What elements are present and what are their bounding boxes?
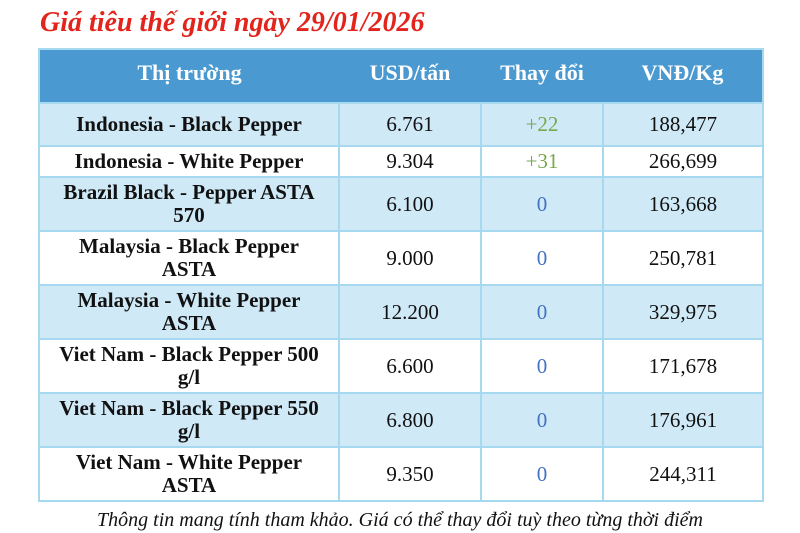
column-header-vnd: VNĐ/Kg [603, 49, 763, 103]
market-cell: Malaysia - White Pepper ASTA [38, 284, 340, 340]
table-row: Viet Nam - Black Pepper 550 g/l 6.800 0 176… [38, 392, 764, 448]
vnd-cell: 188,477 [602, 102, 764, 147]
market-cell: Brazil Black - Pepper ASTA 570 [38, 176, 340, 232]
usd-cell: 9.000 [338, 230, 482, 286]
market-cell: Viet Nam - Black Pepper 500 g/l [38, 338, 340, 394]
table-row: Viet Nam - White Pepper ASTA 9.350 0 244,31… [38, 446, 764, 502]
table-row: Malaysia - White Pepper ASTA 12.200 0 329,9… [38, 284, 764, 340]
vnd-cell: 163,668 [602, 176, 764, 232]
header-row: Thị trường USD/tấn Thay đổi VNĐ/Kg [39, 49, 763, 103]
usd-cell: 12.200 [338, 284, 482, 340]
table-row: Malaysia - Black Pepper ASTA 9.000 0 250,78… [38, 230, 764, 286]
table-row: Indonesia - White Pepper 9.304 +31 266,699 [38, 145, 764, 178]
usd-cell: 9.304 [338, 145, 482, 178]
vnd-cell: 244,311 [602, 446, 764, 502]
change-cell: 0 [480, 284, 604, 340]
usd-cell: 6.761 [338, 102, 482, 147]
market-cell: Viet Nam - White Pepper ASTA [38, 446, 340, 502]
table-header: Thị trường USD/tấn Thay đổi VNĐ/Kg [39, 49, 763, 103]
column-header-market: Thị trường [39, 49, 339, 103]
price-table: Thị trường USD/tấn Thay đổi VNĐ/Kg Indon… [38, 48, 764, 502]
market-cell: Indonesia - Black Pepper [38, 102, 340, 147]
vnd-cell: 176,961 [602, 392, 764, 448]
vnd-cell: 266,699 [602, 145, 764, 178]
change-cell: 0 [480, 446, 604, 502]
change-cell: +31 [480, 145, 604, 178]
usd-cell: 6.800 [338, 392, 482, 448]
price-table-body: Indonesia - Black Pepper 6.761 +22 188,477 I… [38, 102, 764, 502]
footer-disclaimer: Thông tin mang tính tham khảo. Giá có th… [97, 509, 703, 531]
change-cell: 0 [480, 176, 604, 232]
page: Giá tiêu thế giới ngày 29/01/2026 Thị tr… [0, 6, 800, 533]
column-header-usd: USD/tấn [339, 49, 481, 103]
usd-cell: 6.100 [338, 176, 482, 232]
table-row: Viet Nam - Black Pepper 500 g/l 6.600 0 171… [38, 338, 764, 394]
change-cell: 0 [480, 338, 604, 394]
table-row: Brazil Black - Pepper ASTA 570 6.100 0 163,… [38, 176, 764, 232]
market-cell: Indonesia - White Pepper [38, 145, 340, 178]
change-cell: 0 [480, 230, 604, 286]
usd-cell: 6.600 [338, 338, 482, 394]
column-header-change: Thay đổi [481, 49, 603, 103]
table-row: Indonesia - Black Pepper 6.761 +22 188,477 [38, 102, 764, 147]
vnd-cell: 171,678 [602, 338, 764, 394]
change-cell: +22 [480, 102, 604, 147]
change-cell: 0 [480, 392, 604, 448]
usd-cell: 9.350 [338, 446, 482, 502]
vnd-cell: 250,781 [602, 230, 764, 286]
market-cell: Viet Nam - Black Pepper 550 g/l [38, 392, 340, 448]
page-title: Giá tiêu thế giới ngày 29/01/2026 [40, 7, 425, 38]
market-cell: Malaysia - Black Pepper ASTA [38, 230, 340, 286]
vnd-cell: 329,975 [602, 284, 764, 340]
